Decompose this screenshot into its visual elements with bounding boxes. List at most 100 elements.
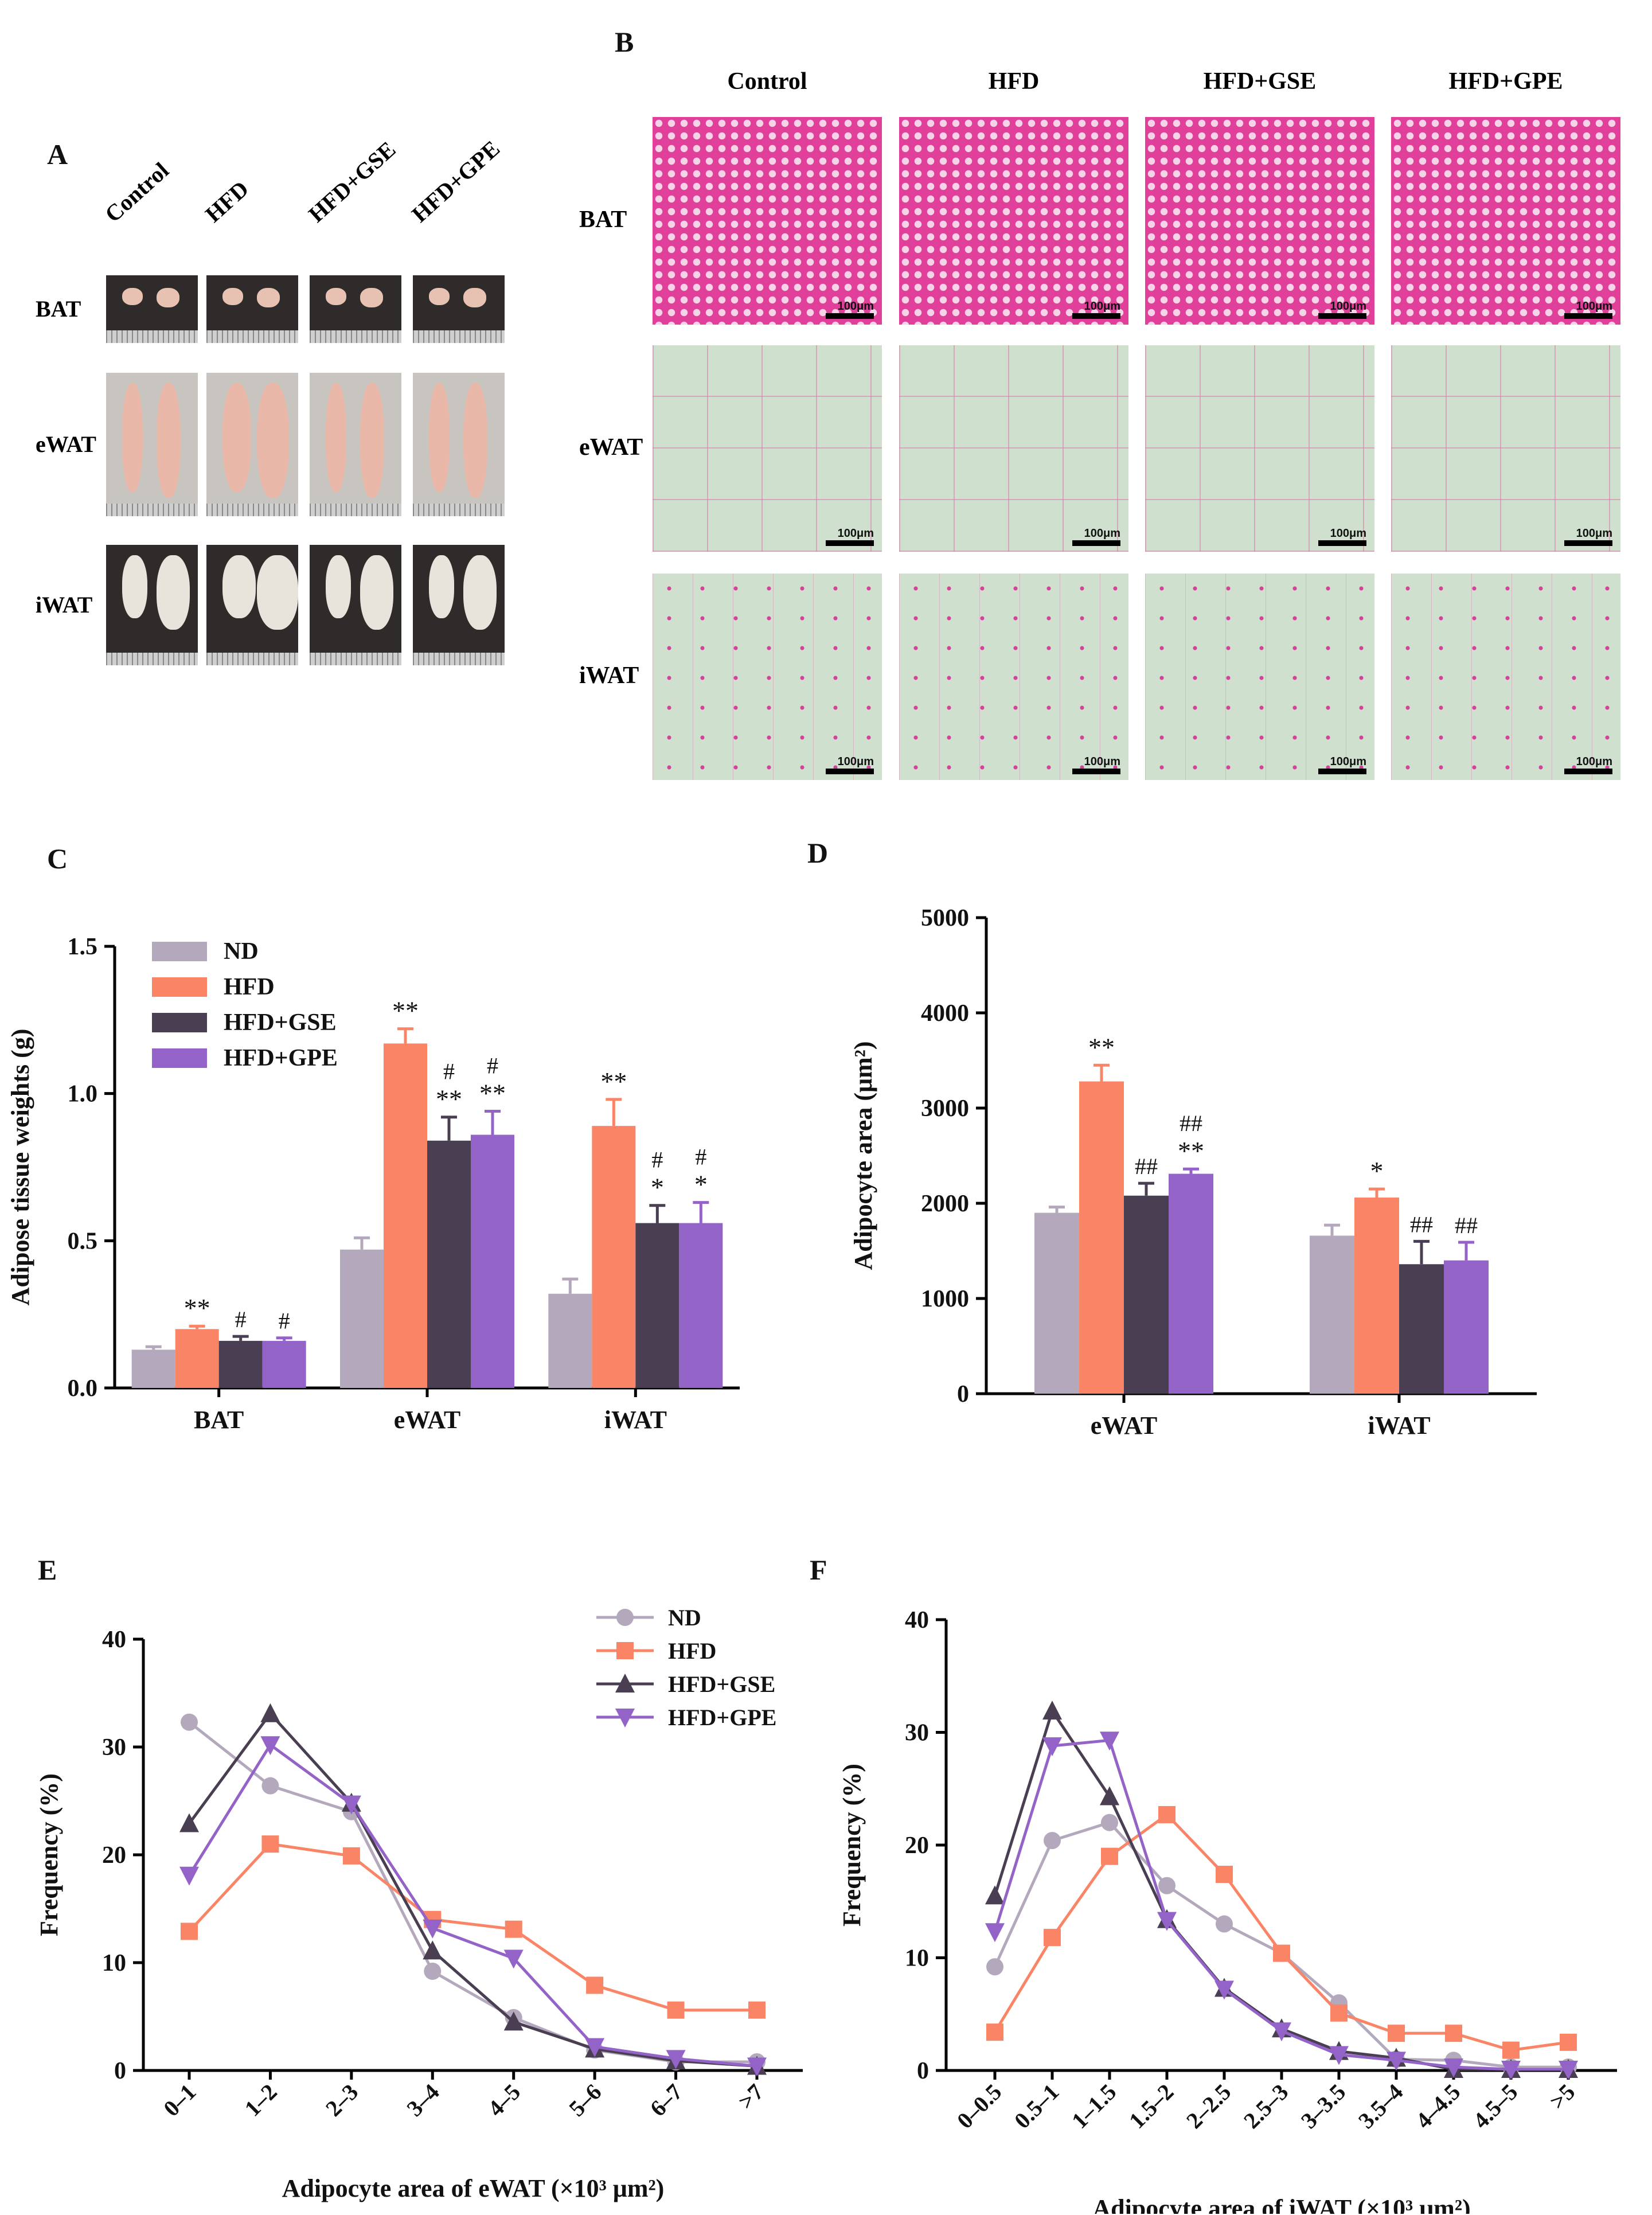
- x-tick-label: 0.5–1: [1009, 2079, 1064, 2134]
- bar: [1444, 1260, 1489, 1394]
- x-tick-label: 5–6: [564, 2079, 606, 2122]
- scale-bar: [826, 313, 874, 319]
- significance-label: *: [1370, 1156, 1384, 1186]
- legend-label: HFD+GPE: [224, 1045, 338, 1071]
- data-point: [1501, 2061, 1521, 2080]
- panel-a-photo: [206, 373, 298, 516]
- significance-label: #: [695, 1144, 706, 1170]
- bar: [175, 1329, 219, 1388]
- histology-image: 100μm: [653, 574, 882, 780]
- tissue-sample: [122, 555, 147, 618]
- ruler-strip: [206, 330, 298, 343]
- histology-image: 100μm: [1391, 574, 1620, 780]
- ruler-strip: [106, 653, 198, 665]
- y-tick-label: 0: [114, 2058, 126, 2084]
- data-point: [181, 1922, 198, 1940]
- data-point: [1272, 2022, 1291, 2042]
- histology-image: 100μm: [899, 345, 1128, 552]
- chart-f-frequency-iwat: 0 10 20 30 40 Frequency (%) 0–0.5 0.5–1 1–1.5 1.5…: [838, 1607, 1617, 2214]
- ruler-strip: [310, 330, 401, 343]
- tissue-sample: [157, 288, 179, 307]
- x-tick-label: 1–2: [240, 2079, 282, 2122]
- y-tick-label: 3000: [921, 1095, 969, 1122]
- y-tick-label: 1.0: [68, 1081, 98, 1108]
- data-point: [1158, 1877, 1175, 1894]
- data-point: [1387, 2052, 1406, 2071]
- data-point: [503, 1949, 524, 1969]
- data-point: [1101, 1814, 1118, 1831]
- scale-bar: [1072, 769, 1120, 774]
- tissue-sample: [463, 383, 487, 498]
- x-tick-label: >7: [733, 2079, 768, 2115]
- data-point: [261, 1835, 279, 1853]
- significance-label: #: [443, 1059, 455, 1085]
- legend-label: ND: [224, 938, 259, 965]
- scale-bar-label: 100μm: [837, 527, 874, 540]
- series-line: [188, 1842, 757, 2012]
- histology-image: 100μm: [1391, 117, 1620, 325]
- panel-b-col-label: HFD+GSE: [1203, 68, 1317, 95]
- bar: [548, 1293, 592, 1388]
- data-point: [1216, 1915, 1233, 1933]
- legend-label: HFD: [668, 1638, 716, 1664]
- data-point: [748, 2001, 766, 2019]
- data-point: [260, 1703, 280, 1722]
- histology-image: 100μm: [1145, 117, 1374, 325]
- panel-a-photo: [310, 373, 401, 516]
- ruler-strip: [413, 330, 505, 343]
- data-point: [1559, 2061, 1578, 2080]
- x-tick-label: >5: [1544, 2079, 1580, 2115]
- bar: [131, 1350, 175, 1388]
- y-tick-label: 30: [102, 1734, 126, 1761]
- data-point: [986, 2023, 1003, 2041]
- tissue-sample: [463, 555, 497, 630]
- series-line: [993, 1812, 1569, 2052]
- panel-b-col-label: HFD: [988, 68, 1040, 95]
- scale-bar-label: 100μm: [1576, 755, 1612, 768]
- data-point: [423, 1919, 443, 1939]
- data-point: [1329, 2046, 1349, 2065]
- scale-bar-label: 100μm: [1576, 300, 1612, 313]
- data-point: [1101, 1847, 1118, 1865]
- scale-bar: [1072, 313, 1120, 319]
- data-point: [585, 2038, 605, 2057]
- data-point: [1273, 1944, 1290, 1962]
- tissue-sample: [360, 288, 383, 307]
- data-point: [1157, 1912, 1177, 1931]
- tissue-sample: [429, 555, 454, 618]
- significance-label: ##: [1410, 1211, 1433, 1237]
- ruler-strip: [206, 504, 298, 516]
- bar: [679, 1223, 723, 1388]
- scale-bar-label: 100μm: [837, 300, 874, 313]
- data-point: [747, 2057, 767, 2077]
- panel-a-photo: [310, 545, 401, 665]
- tissue-sample: [360, 555, 393, 630]
- panel-a-photo: [413, 373, 505, 516]
- scale-bar-label: 100μm: [837, 755, 874, 768]
- series-line: [993, 1707, 1568, 2071]
- y-tick-label: 10: [905, 1945, 929, 1972]
- y-tick-label: 1000: [921, 1286, 969, 1312]
- data-point: [179, 1813, 199, 1832]
- series-line: [188, 1711, 757, 2068]
- data-point: [1158, 1805, 1175, 1823]
- ruler-strip: [413, 504, 505, 516]
- significance-label: **: [600, 1067, 627, 1096]
- significance-label: **: [1088, 1032, 1115, 1062]
- data-point: [616, 1642, 634, 1659]
- chart-e-frequency-ewat: 0 10 20 30 40 Frequency (%) 0–1 1–2 2–3 3–4 4–5 5–6…: [35, 1605, 803, 2202]
- tissue-sample: [222, 383, 251, 492]
- panel-b-row-label: iWAT: [579, 662, 639, 689]
- bar: [1079, 1081, 1124, 1394]
- scale-bar: [826, 769, 874, 774]
- significance-label: *: [651, 1173, 664, 1202]
- data-point: [341, 1795, 361, 1815]
- histology-image: 100μm: [899, 117, 1128, 325]
- tissue-sample: [222, 555, 256, 618]
- scale-bar: [1564, 540, 1612, 546]
- y-tick-label: 40: [905, 1607, 929, 1633]
- legend-label: HFD: [224, 974, 275, 1000]
- data-point: [985, 1923, 1005, 1943]
- panel-a-photo: [310, 275, 401, 343]
- y-axis-label: Frequency (%): [35, 1773, 63, 1936]
